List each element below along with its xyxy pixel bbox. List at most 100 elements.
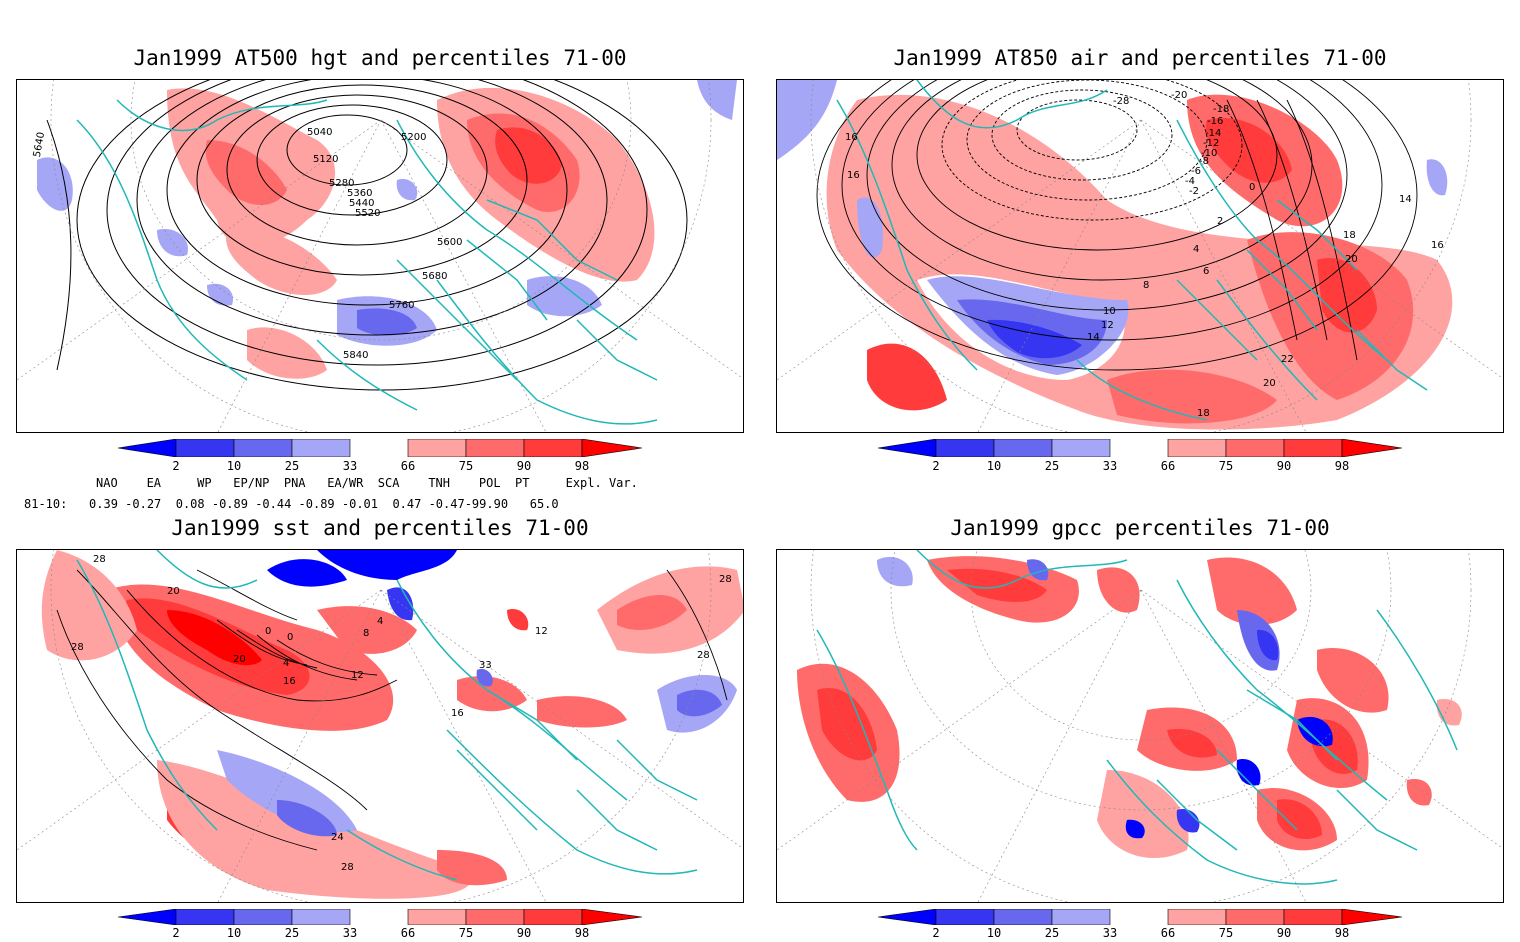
svg-text:24: 24 <box>331 832 344 843</box>
panel-title-gpcc: Jan1999 gpcc percentiles 71-00 <box>950 516 1330 540</box>
map-sst-svg: 28 28 20 20 0 0 4 8 4 16 12 16 33 12 28 … <box>17 550 743 902</box>
colorbar-label: 98 <box>1334 459 1350 473</box>
graticule <box>17 80 743 432</box>
svg-text:-10: -10 <box>1201 148 1217 159</box>
svg-text:28: 28 <box>93 554 106 565</box>
colorbar-label: 98 <box>574 459 590 473</box>
colorbar-label: 2 <box>172 926 180 940</box>
svg-text:4: 4 <box>283 658 289 669</box>
panel-title-sst: Jan1999 sst and percentiles 71-00 <box>171 516 589 540</box>
svg-text:-6: -6 <box>1191 166 1201 177</box>
colorbar-label: 25 <box>284 459 300 473</box>
contour-lines <box>816 80 1418 371</box>
svg-text:5280: 5280 <box>329 178 354 189</box>
colorbar-label: 33 <box>1102 459 1118 473</box>
percentile-shading <box>41 550 743 899</box>
svg-text:20: 20 <box>167 586 180 597</box>
svg-text:5760: 5760 <box>389 300 414 311</box>
map-panel-sst: 28 28 20 20 0 0 4 8 4 16 12 16 33 12 28 … <box>16 549 744 903</box>
contour-lines <box>46 80 688 391</box>
percentile-shading <box>37 80 737 379</box>
colorbar-label: 25 <box>1044 926 1060 940</box>
svg-text:5680: 5680 <box>422 271 447 282</box>
svg-text:5440: 5440 <box>349 198 374 209</box>
colorbar-label: 75 <box>1218 926 1234 940</box>
svg-text:16: 16 <box>847 170 860 181</box>
colorbar-label: 10 <box>226 459 242 473</box>
svg-text:5640: 5640 <box>32 131 47 158</box>
svg-text:8: 8 <box>1143 280 1149 291</box>
svg-text:6: 6 <box>1203 266 1209 277</box>
svg-text:0: 0 <box>1249 182 1255 193</box>
colorbar-label: 2 <box>172 459 180 473</box>
colorbar-label: 10 <box>986 459 1002 473</box>
colorbar-label: 2 <box>932 459 940 473</box>
colorbar-label: 90 <box>1276 926 1292 940</box>
svg-text:0: 0 <box>287 632 293 643</box>
colorbar-label: 66 <box>1160 926 1176 940</box>
panel-title-air850: Jan1999 AT850 air and percentiles 71-00 <box>893 46 1387 70</box>
svg-text:-8: -8 <box>1199 156 1209 167</box>
svg-text:-14: -14 <box>1205 128 1221 139</box>
map-gpcc-svg <box>777 550 1503 902</box>
svg-text:14: 14 <box>1087 332 1100 343</box>
svg-text:28: 28 <box>71 642 84 653</box>
colorbar-label: 33 <box>342 926 358 940</box>
svg-text:28: 28 <box>697 650 710 661</box>
svg-text:28: 28 <box>719 574 732 585</box>
index-table-header: NAO EA WP EP/NP PNA EA/WR SCA TNH POL PT… <box>96 476 638 490</box>
svg-text:-4: -4 <box>1185 176 1195 187</box>
colorbar-hgt500: 2 10 25 33 66 75 90 98 <box>118 439 642 479</box>
colorbar-air850: 2 10 25 33 66 75 90 98 <box>878 439 1402 479</box>
colorbar-label: 10 <box>986 926 1002 940</box>
svg-text:5840: 5840 <box>343 350 368 361</box>
panel-title-hgt500: Jan1999 AT500 hgt and percentiles 71-00 <box>133 46 627 70</box>
svg-text:8: 8 <box>363 628 369 639</box>
svg-text:16: 16 <box>1431 240 1444 251</box>
colorbar-label: 25 <box>284 926 300 940</box>
svg-text:-2: -2 <box>1189 186 1199 197</box>
svg-text:-16: -16 <box>1207 116 1223 127</box>
svg-text:4: 4 <box>1193 244 1199 255</box>
graticule <box>777 80 1503 432</box>
svg-text:28: 28 <box>341 862 354 873</box>
colorbar-label: 98 <box>1334 926 1350 940</box>
svg-text:5520: 5520 <box>355 208 380 219</box>
map-hgt500-svg: 5040 5120 5200 5280 5360 5440 5520 5600 … <box>17 80 743 432</box>
coastlines <box>76 550 698 881</box>
colorbar-label: 98 <box>574 926 590 940</box>
svg-text:-18: -18 <box>1213 104 1229 115</box>
svg-text:5360: 5360 <box>347 188 372 199</box>
colorbar-label: 2 <box>932 926 940 940</box>
colorbar-label: 90 <box>516 926 532 940</box>
svg-text:10: 10 <box>1103 306 1116 317</box>
colorbar-label: 66 <box>1160 459 1176 473</box>
contour-labels: 28 28 20 20 0 0 4 8 4 16 12 16 33 12 28 … <box>71 554 732 873</box>
svg-text:2: 2 <box>1217 216 1223 227</box>
colorbar-label: 90 <box>516 459 532 473</box>
svg-text:5200: 5200 <box>401 132 426 143</box>
svg-text:16: 16 <box>845 132 858 143</box>
index-table-row: 81-10: 0.39 -0.27 0.08 -0.89 -0.44 -0.89… <box>24 497 559 511</box>
svg-text:20: 20 <box>1345 254 1358 265</box>
graticule <box>17 550 743 902</box>
colorbar-label: 25 <box>1044 459 1060 473</box>
svg-text:18: 18 <box>1197 408 1210 419</box>
svg-text:0: 0 <box>265 626 271 637</box>
svg-text:14: 14 <box>1399 194 1412 205</box>
map-panel-gpcc <box>776 549 1504 903</box>
svg-text:12: 12 <box>351 670 364 681</box>
svg-text:33: 33 <box>479 660 492 671</box>
colorbar-label: 75 <box>458 926 474 940</box>
colorbar-gpcc: 2 10 25 33 66 75 90 98 <box>878 909 1402 940</box>
colorbar-label: 10 <box>226 926 242 940</box>
contour-labels: 5040 5120 5200 5280 5360 5440 5520 5600 … <box>32 127 463 361</box>
svg-text:22: 22 <box>1281 354 1294 365</box>
percentile-shading <box>777 80 1453 430</box>
colorbar-sst: 2 10 25 33 66 75 90 98 <box>118 909 642 940</box>
map-panel-hgt500: 5040 5120 5200 5280 5360 5440 5520 5600 … <box>16 79 744 433</box>
contour-labels: -28 -20 -18 -16 -14 -12 -10 -8 -6 -4 -2 … <box>845 90 1444 419</box>
colorbar-label: 75 <box>1218 459 1234 473</box>
svg-text:-12: -12 <box>1203 138 1219 149</box>
svg-text:16: 16 <box>451 708 464 719</box>
